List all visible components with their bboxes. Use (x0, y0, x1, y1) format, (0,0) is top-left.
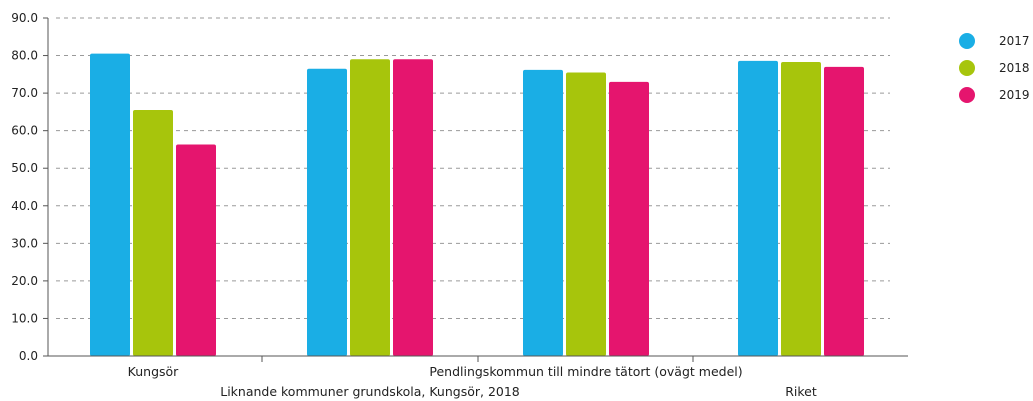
y-tick-label: 30.0 (11, 236, 38, 250)
bar-2018-1 (350, 59, 390, 357)
bar-2018-3 (781, 61, 821, 356)
x-category-label: Riket (785, 384, 817, 399)
bar-2017-3 (738, 60, 778, 357)
bar-2017-2 (523, 69, 563, 357)
bar-2018-0 (133, 110, 173, 356)
legend-swatch-2017 (959, 33, 975, 49)
bar-2019-1 (393, 59, 433, 357)
bar-2017-0 (90, 53, 130, 357)
legend-swatch-2018 (959, 60, 975, 76)
bar-2019-3 (824, 66, 864, 357)
bar-2018-2 (566, 72, 606, 356)
legend: 2017 2018 2019 (959, 33, 1030, 103)
x-category-label: Liknande kommuner grundskola, Kungsör, 2… (220, 384, 520, 399)
y-tick-label: 80.0 (11, 49, 38, 63)
x-axis: Kungsör Liknande kommuner grundskola, Kun… (48, 355, 908, 399)
y-axis: 0.0 10.0 20.0 30.0 40.0 50.0 60.0 70.0 80.0 90.0 (11, 11, 49, 363)
legend-label: 2019 (999, 88, 1030, 102)
y-tick-label: 90.0 (11, 11, 38, 25)
y-tick-label: 40.0 (11, 199, 38, 213)
bar-2019-0 (176, 144, 216, 356)
bar-2019-2 (609, 81, 649, 356)
y-tick-label: 10.0 (11, 311, 38, 325)
legend-label: 2018 (999, 61, 1030, 75)
legend-label: 2017 (999, 34, 1030, 48)
legend-swatch-2019 (959, 87, 975, 103)
y-tick-label: 70.0 (11, 86, 38, 100)
y-tick-label: 50.0 (11, 161, 38, 175)
y-tick-label: 20.0 (11, 274, 38, 288)
x-category-label: Kungsör (128, 364, 180, 379)
y-tick-label: 60.0 (11, 124, 38, 138)
y-tick-label: 0.0 (19, 349, 38, 363)
bar-2017-1 (307, 68, 347, 356)
x-category-label: Pendlingskommun till mindre tätort (oväg… (429, 364, 742, 379)
bars (90, 53, 864, 357)
